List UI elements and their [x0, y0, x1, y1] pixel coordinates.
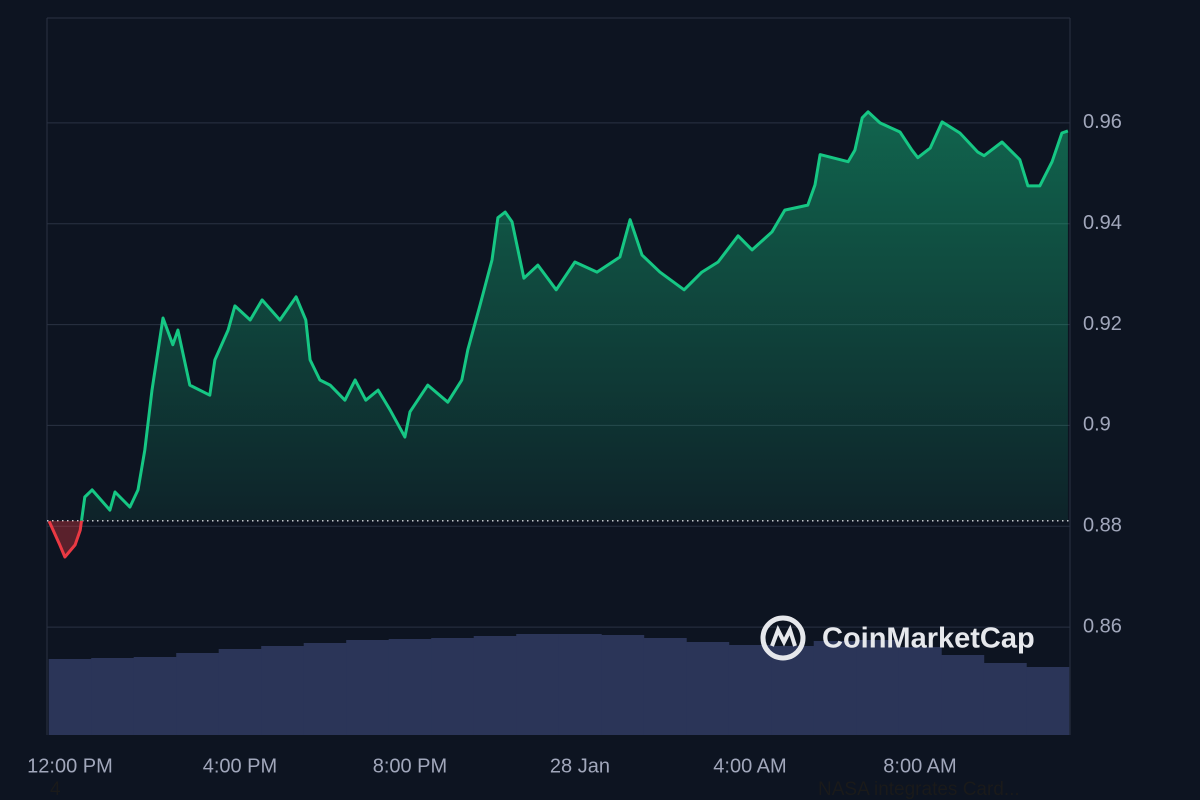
logo-icon — [760, 615, 806, 661]
news-headline[interactable]: NASA integrates Card... — [818, 779, 1020, 800]
x-tick-label: 8:00 AM — [883, 755, 956, 777]
y-tick-label: 0.9 — [1083, 414, 1111, 436]
x-tick-label: 4:00 AM — [713, 755, 786, 777]
volume-bar — [431, 638, 475, 735]
x-tick-label: 12:00 PM — [27, 755, 113, 777]
volume-bar — [601, 635, 645, 735]
logo-mark — [770, 624, 797, 647]
volume-bar — [473, 636, 517, 735]
price-line — [50, 110, 1069, 521]
watermark: CoinMarketCap — [760, 615, 1035, 661]
x-tick-label: 4:00 PM — [203, 755, 277, 777]
volume-bar — [813, 641, 857, 735]
volume-bar — [261, 646, 305, 735]
volume-bar — [1026, 667, 1070, 735]
volume-bar — [516, 634, 560, 735]
volume-bar — [898, 647, 942, 735]
footer-left: 4 — [50, 779, 61, 800]
x-tick-label: 8:00 PM — [373, 755, 447, 777]
watermark-text: CoinMarketCap — [822, 623, 1035, 655]
volume-bar — [218, 649, 262, 735]
volume-bar — [771, 646, 815, 735]
volume-bar — [856, 640, 900, 735]
y-tick-label: 0.96 — [1083, 111, 1122, 133]
volume-bar — [346, 640, 390, 735]
y-tick-label: 0.92 — [1083, 313, 1122, 335]
y-tick-label: 0.94 — [1083, 212, 1122, 234]
volume-bar — [983, 663, 1027, 735]
volume-bar — [941, 655, 985, 735]
area-up — [81, 111, 1068, 521]
y-tick-label: 0.88 — [1083, 515, 1122, 537]
volume-bar — [686, 642, 730, 735]
volume-bar — [48, 659, 92, 735]
volume-bar — [91, 658, 135, 735]
volume-bar — [643, 638, 687, 735]
y-tick-label: 0.86 — [1083, 615, 1122, 637]
volume-bar — [176, 653, 220, 735]
volume-bar — [303, 643, 347, 735]
volume-bar — [388, 639, 432, 735]
volume-bar — [133, 657, 177, 735]
volume-bar — [558, 634, 602, 735]
volume-bar — [728, 645, 772, 735]
x-tick-label: 28 Jan — [550, 755, 610, 777]
